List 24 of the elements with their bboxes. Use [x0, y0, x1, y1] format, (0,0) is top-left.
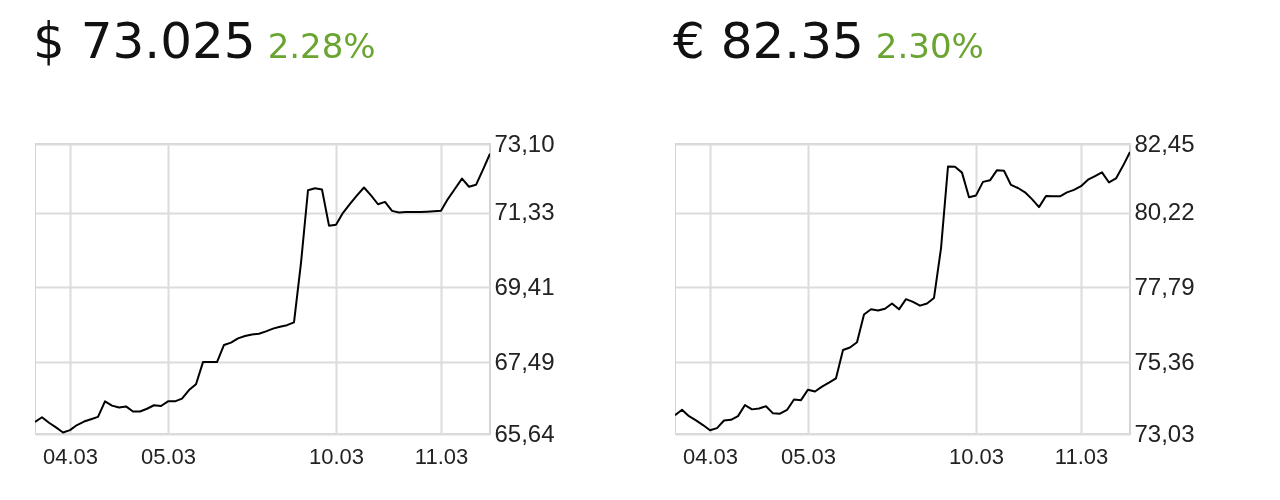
y-tick-label: 73,10: [494, 129, 555, 157]
y-tick-label: 65,64: [494, 419, 555, 447]
y-tick-label: 77,79: [1134, 272, 1195, 300]
x-tick-label: 11.03: [1054, 443, 1109, 469]
y-tick-label: 69,41: [494, 272, 555, 300]
x-tick-label: 04.03: [682, 443, 739, 469]
x-tick-label: 04.03: [42, 443, 99, 469]
chart-subtitle: 2.30%: [875, 26, 984, 66]
y-tick-label: 67,49: [494, 347, 555, 375]
y-tick-label: 71,33: [494, 198, 555, 226]
line-series: [675, 151, 1130, 432]
line-series: [35, 152, 490, 434]
x-tick-label: 05.03: [780, 443, 837, 469]
chart-subtitle: 2.28%: [267, 26, 376, 66]
y-tick-label: 82,45: [1134, 129, 1195, 157]
x-tick-label: 11.03: [414, 443, 469, 469]
y-tick-label: 73,03: [1134, 419, 1195, 447]
chart-title: € 82.35: [673, 12, 864, 70]
x-tick-label: 10.03: [948, 443, 1005, 469]
y-tick-label: 75,36: [1134, 347, 1195, 375]
chart-title: $ 73.025: [33, 12, 256, 70]
x-tick-label: 10.03: [308, 443, 365, 469]
y-tick-label: 80,22: [1134, 198, 1195, 226]
x-tick-label: 05.03: [140, 443, 197, 469]
